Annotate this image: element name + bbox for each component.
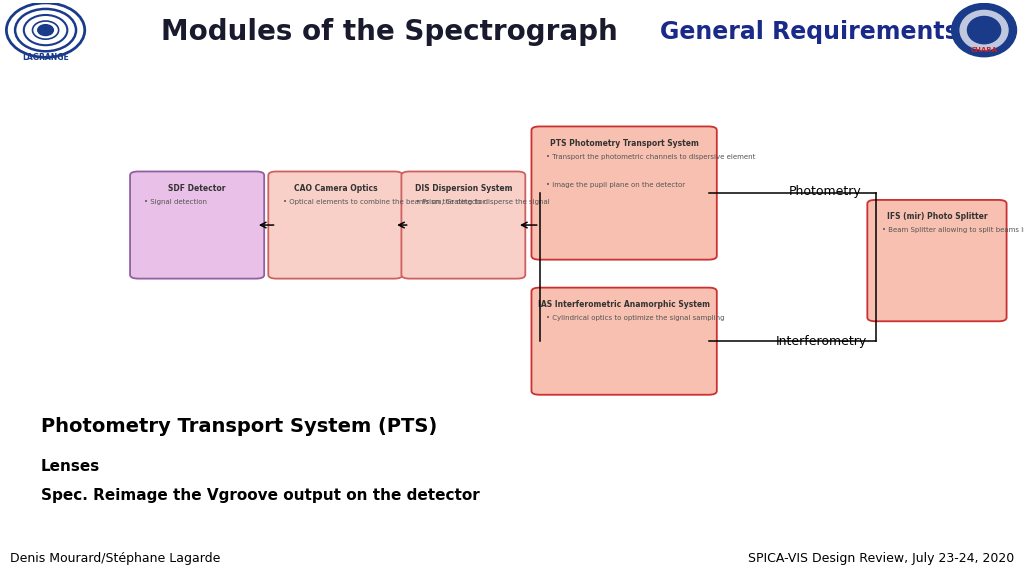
Text: PTS Photometry Transport System: PTS Photometry Transport System xyxy=(550,139,698,148)
Text: SDF Detector: SDF Detector xyxy=(168,184,226,193)
Text: SPICA-VIS Design Review, July 23-24, 2020: SPICA-VIS Design Review, July 23-24, 202… xyxy=(748,552,1014,564)
Text: DIS Dispersion System: DIS Dispersion System xyxy=(415,184,512,193)
FancyBboxPatch shape xyxy=(401,172,525,279)
Text: CAO Camera Optics: CAO Camera Optics xyxy=(294,184,377,193)
Text: • Transport the photometric channels to dispersive element: • Transport the photometric channels to … xyxy=(546,154,755,160)
Text: • Optical elements to combine the beams on the detector: • Optical elements to combine the beams … xyxy=(283,199,485,205)
FancyBboxPatch shape xyxy=(531,287,717,395)
Text: Photometry Transport System (PTS): Photometry Transport System (PTS) xyxy=(41,417,437,436)
Circle shape xyxy=(961,10,1008,50)
Text: Lenses: Lenses xyxy=(41,459,100,474)
FancyBboxPatch shape xyxy=(867,200,1007,321)
Text: IFS (mir) Photo Splitter: IFS (mir) Photo Splitter xyxy=(887,212,987,221)
FancyBboxPatch shape xyxy=(130,172,264,279)
Circle shape xyxy=(968,17,1000,44)
Text: • Prism, Grating to disperse the signal: • Prism, Grating to disperse the signal xyxy=(416,199,550,205)
FancyBboxPatch shape xyxy=(268,172,402,279)
Text: LAGRANGE: LAGRANGE xyxy=(23,54,69,62)
Text: Spec. Reimage the Vgroove output on the detector: Spec. Reimage the Vgroove output on the … xyxy=(41,488,479,503)
FancyBboxPatch shape xyxy=(531,127,717,260)
Text: General Requirements: General Requirements xyxy=(659,20,958,44)
Text: • Beam Splitter allowing to split beams in 2 parts : Photometry and Interferomet: • Beam Splitter allowing to split beams … xyxy=(882,228,1024,233)
Text: • Cylindrical optics to optimize the signal sampling: • Cylindrical optics to optimize the sig… xyxy=(546,315,724,321)
Text: Denis Mourard/Stéphane Lagarde: Denis Mourard/Stéphane Lagarde xyxy=(10,552,220,564)
Text: Photometry: Photometry xyxy=(788,185,861,198)
Text: Interferometry: Interferometry xyxy=(776,335,867,348)
Circle shape xyxy=(951,3,1017,56)
Text: Modules of the Spectrograph: Modules of the Spectrograph xyxy=(161,18,617,46)
Circle shape xyxy=(38,25,53,36)
Text: • Signal detection: • Signal detection xyxy=(144,199,208,205)
Text: CHARA: CHARA xyxy=(971,47,997,53)
Text: IAS Interferometric Anamorphic System: IAS Interferometric Anamorphic System xyxy=(539,300,710,309)
Text: • Image the pupil plane on the detector: • Image the pupil plane on the detector xyxy=(546,183,685,188)
